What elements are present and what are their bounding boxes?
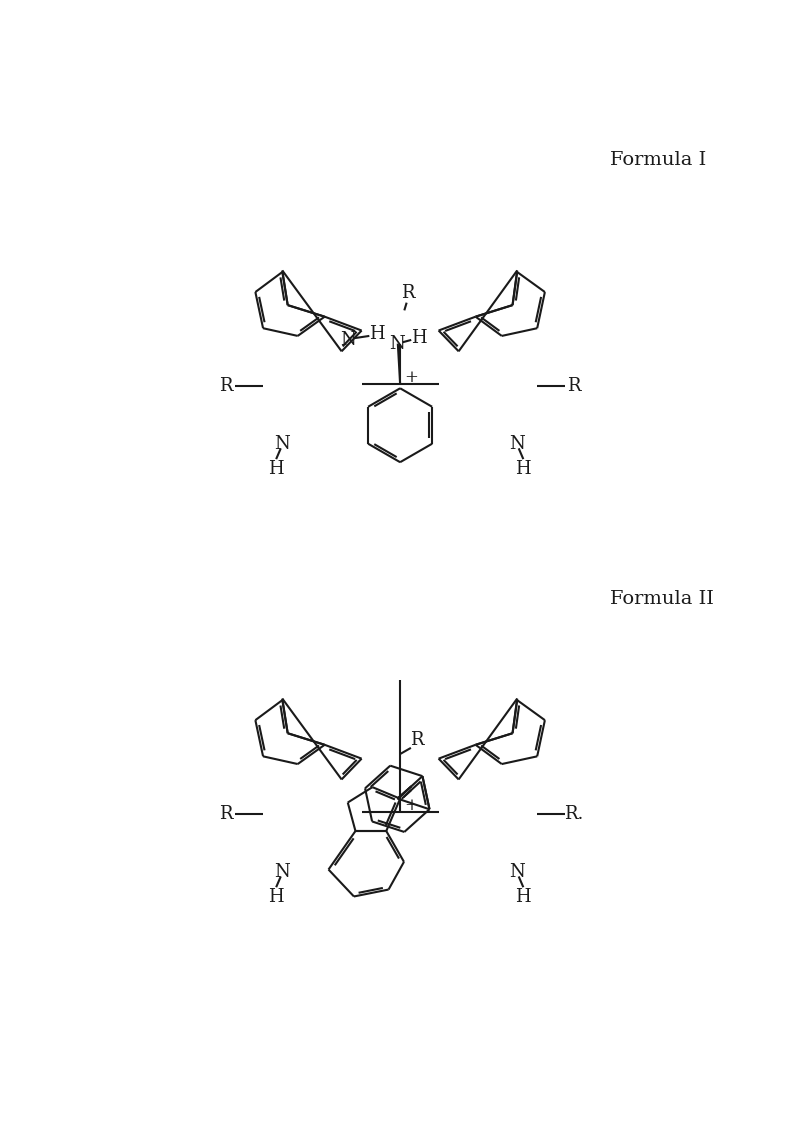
Text: H: H xyxy=(515,888,531,906)
Text: N: N xyxy=(390,335,405,353)
Text: R: R xyxy=(410,731,424,749)
Text: H: H xyxy=(515,460,531,478)
Text: H: H xyxy=(411,329,427,347)
Text: +: + xyxy=(404,369,418,386)
Text: H: H xyxy=(269,460,284,478)
Text: N: N xyxy=(340,330,355,348)
Text: Formula I: Formula I xyxy=(610,152,706,170)
Text: R.: R. xyxy=(564,805,583,823)
Text: H: H xyxy=(369,326,385,344)
Text: N: N xyxy=(510,863,525,881)
Text: R: R xyxy=(219,377,233,395)
Text: N: N xyxy=(274,863,290,881)
Text: H: H xyxy=(269,888,284,906)
Text: Formula II: Formula II xyxy=(610,590,713,608)
Text: N: N xyxy=(510,434,525,452)
Text: R: R xyxy=(401,284,415,302)
Text: N: N xyxy=(274,434,290,452)
Text: R: R xyxy=(219,805,233,823)
Text: R: R xyxy=(567,377,580,395)
Text: +: + xyxy=(404,797,418,814)
